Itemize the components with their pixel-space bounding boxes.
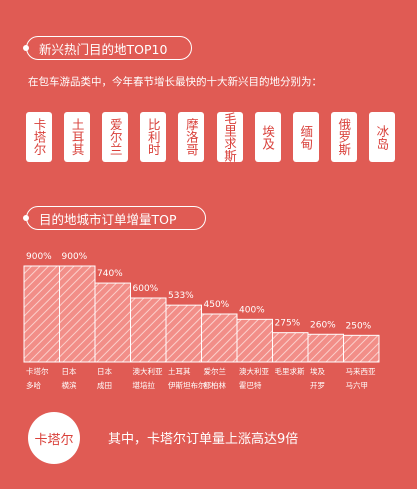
bar [59, 265, 96, 363]
destination-card: 毛里求斯 [216, 112, 243, 162]
bar-value-label: 450% [204, 300, 230, 310]
bar [201, 313, 238, 363]
bar [130, 297, 167, 363]
category-label: 霍巴特 [239, 380, 262, 390]
bar-value-label: 900% [26, 252, 52, 262]
intro-text: 在包车游品类中，今年春节增长最快的十大新兴目的地分别为： [28, 76, 322, 88]
bar-value-label: 533% [168, 291, 194, 301]
bar-value-label: 600% [133, 284, 159, 294]
section-title-hot-destinations: 新兴热门目的地TOP10 [23, 36, 192, 60]
bar-value-label: 400% [239, 305, 265, 315]
category-label: 马六甲 [346, 380, 369, 390]
category-label: 澳大利亚 [133, 366, 163, 376]
note-circle-label: 卡塔尔 [34, 432, 74, 448]
section-title-order-growth: 目的地城市订单增量TOP [23, 206, 206, 230]
category-label: 多哈 [26, 380, 41, 390]
bar [343, 334, 380, 363]
category-label: 成田 [97, 380, 112, 390]
note-text: 其中，卡塔尔订单量上涨高达9倍 [108, 432, 299, 447]
title-bullet-dot [23, 215, 29, 221]
category-label: 开罗 [310, 381, 325, 390]
destination-card: 卡塔尔 [26, 112, 52, 162]
section-title-text: 新兴热门目的地TOP10 [39, 41, 168, 57]
bar [236, 318, 273, 363]
destination-card: 摩洛哥 [178, 112, 205, 162]
bar [272, 332, 309, 363]
destination-card: 冰岛 [368, 112, 395, 162]
destination-card: 爱尔兰 [102, 112, 129, 162]
category-label: 都柏林 [204, 380, 227, 390]
category-label: 毛里求斯 [275, 366, 305, 376]
destination-card: 土耳其 [64, 112, 91, 162]
destination-card: 俄罗斯 [330, 112, 357, 162]
category-label: 土耳其 [168, 366, 191, 376]
bar [23, 265, 60, 363]
bar-value-label: 260% [310, 320, 336, 330]
category-label: 澳大利亚 [239, 366, 269, 376]
category-label: 埃及 [310, 366, 325, 376]
section-title-text: 目的地城市订单增量TOP [39, 211, 177, 227]
category-label: 马来西亚 [346, 367, 376, 376]
bar [165, 304, 202, 363]
bar [94, 282, 131, 363]
note-highlight-circle: 卡塔尔 [28, 412, 80, 464]
bar [307, 333, 344, 363]
destination-card: 缅甸 [292, 112, 319, 162]
destination-card: 埃及 [254, 112, 281, 162]
title-bullet-dot [23, 45, 29, 51]
category-label: 伊斯坦布尔 [168, 380, 206, 390]
category-label: 横滨 [62, 380, 77, 390]
category-label: 日本 [97, 366, 112, 376]
destination-card: 比利时 [140, 112, 167, 162]
category-label: 卡塔尔 [26, 366, 49, 376]
bar-value-label: 250% [346, 321, 372, 331]
bar-value-label: 740% [97, 269, 123, 279]
category-label: 爱尔兰 [204, 366, 227, 376]
category-label: 日本 [62, 366, 77, 376]
category-label: 堪培拉 [133, 380, 156, 390]
bar-value-label: 900% [62, 252, 88, 262]
bar-value-label: 275% [275, 319, 301, 329]
